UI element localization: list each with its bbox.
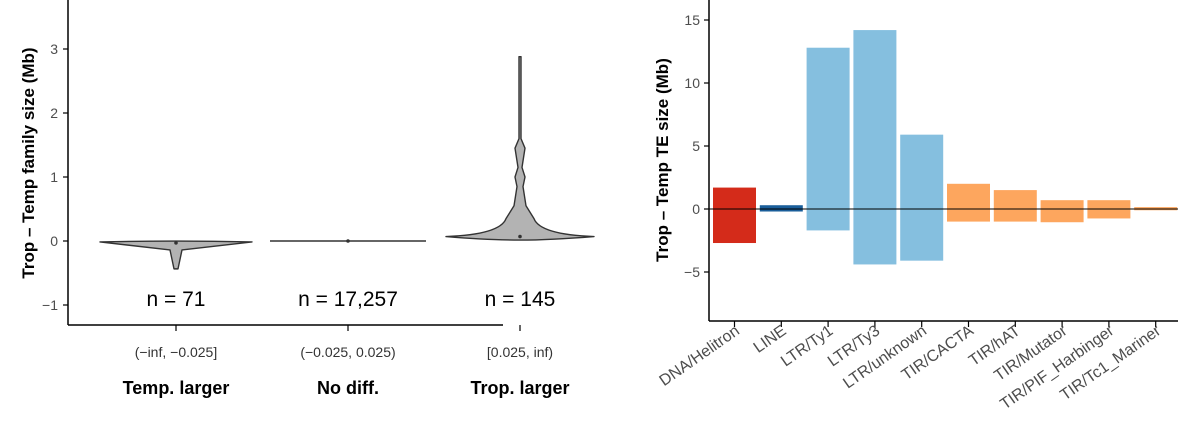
bar-negative bbox=[900, 209, 944, 261]
violin-group-label: Temp. larger bbox=[123, 378, 230, 398]
bar-panel: Trop – Temp TE size (Mb) −5 0 5 10 15 DNA/He… bbox=[653, 0, 1178, 413]
violin-range-label: [0.025, inf) bbox=[487, 344, 553, 360]
violin-group-label: Trop. larger bbox=[470, 378, 569, 398]
violin-range-label: (−0.025, 0.025) bbox=[300, 344, 395, 360]
violin-median-point bbox=[174, 241, 178, 245]
violin-y-tick-label: 0 bbox=[50, 233, 58, 249]
bar-negative bbox=[853, 209, 897, 265]
violin-median-point bbox=[518, 234, 522, 239]
violin-panel: Trop – Temp family size (Mb) −1 0 1 2 3 n = … bbox=[19, 0, 595, 398]
violin-group-label: No diff. bbox=[317, 378, 379, 398]
bar-positive bbox=[1134, 207, 1178, 209]
bar-positive bbox=[806, 47, 850, 209]
violin-count-label: n = 145 bbox=[485, 288, 556, 311]
bar-positive bbox=[1040, 200, 1084, 209]
bar-negative bbox=[993, 209, 1037, 222]
violin-shape bbox=[99, 240, 253, 270]
violin-count-label: n = 17,257 bbox=[298, 288, 398, 311]
bar-negative bbox=[759, 209, 803, 212]
bar-y-tick-label: 5 bbox=[692, 138, 700, 154]
bar-positive bbox=[759, 205, 803, 209]
violin-count-label: n = 71 bbox=[147, 288, 206, 311]
violin-range-label: (−inf, −0.025] bbox=[135, 344, 218, 360]
bar-negative bbox=[1087, 209, 1131, 219]
bar-y-tick-label: 15 bbox=[684, 12, 700, 28]
bar-y-tick-label: −5 bbox=[684, 264, 700, 280]
violin-y-tick-label: 2 bbox=[50, 105, 58, 121]
bar-negative bbox=[713, 209, 756, 244]
violin-y-tick-label: −1 bbox=[42, 297, 58, 313]
bar-category-label: DNA/Helitron bbox=[657, 322, 743, 389]
bar-positive bbox=[1087, 200, 1131, 209]
bar-negative bbox=[806, 209, 850, 231]
bar-positive bbox=[900, 134, 944, 209]
bar-category-label: LTR/Ty1 bbox=[778, 322, 836, 370]
violin-y-axis-label: Trop – Temp family size (Mb) bbox=[19, 47, 38, 278]
bar-y-tick-label: 0 bbox=[692, 201, 700, 217]
violin-y-tick-label: 1 bbox=[50, 169, 58, 185]
bar-positive bbox=[947, 183, 990, 209]
bar-positive bbox=[853, 30, 897, 209]
bar-negative bbox=[1040, 209, 1084, 223]
violin-shape bbox=[445, 55, 595, 241]
bar-positive bbox=[713, 187, 756, 209]
bar-negative bbox=[947, 209, 990, 222]
bar-y-tick-label: 10 bbox=[684, 75, 700, 91]
violin-y-tick-label: 3 bbox=[50, 41, 58, 57]
violin-median-point bbox=[346, 239, 350, 243]
bar-negative bbox=[1134, 209, 1178, 211]
bar-y-axis-label: Trop – Temp TE size (Mb) bbox=[653, 58, 672, 262]
bar-positive bbox=[993, 190, 1037, 209]
